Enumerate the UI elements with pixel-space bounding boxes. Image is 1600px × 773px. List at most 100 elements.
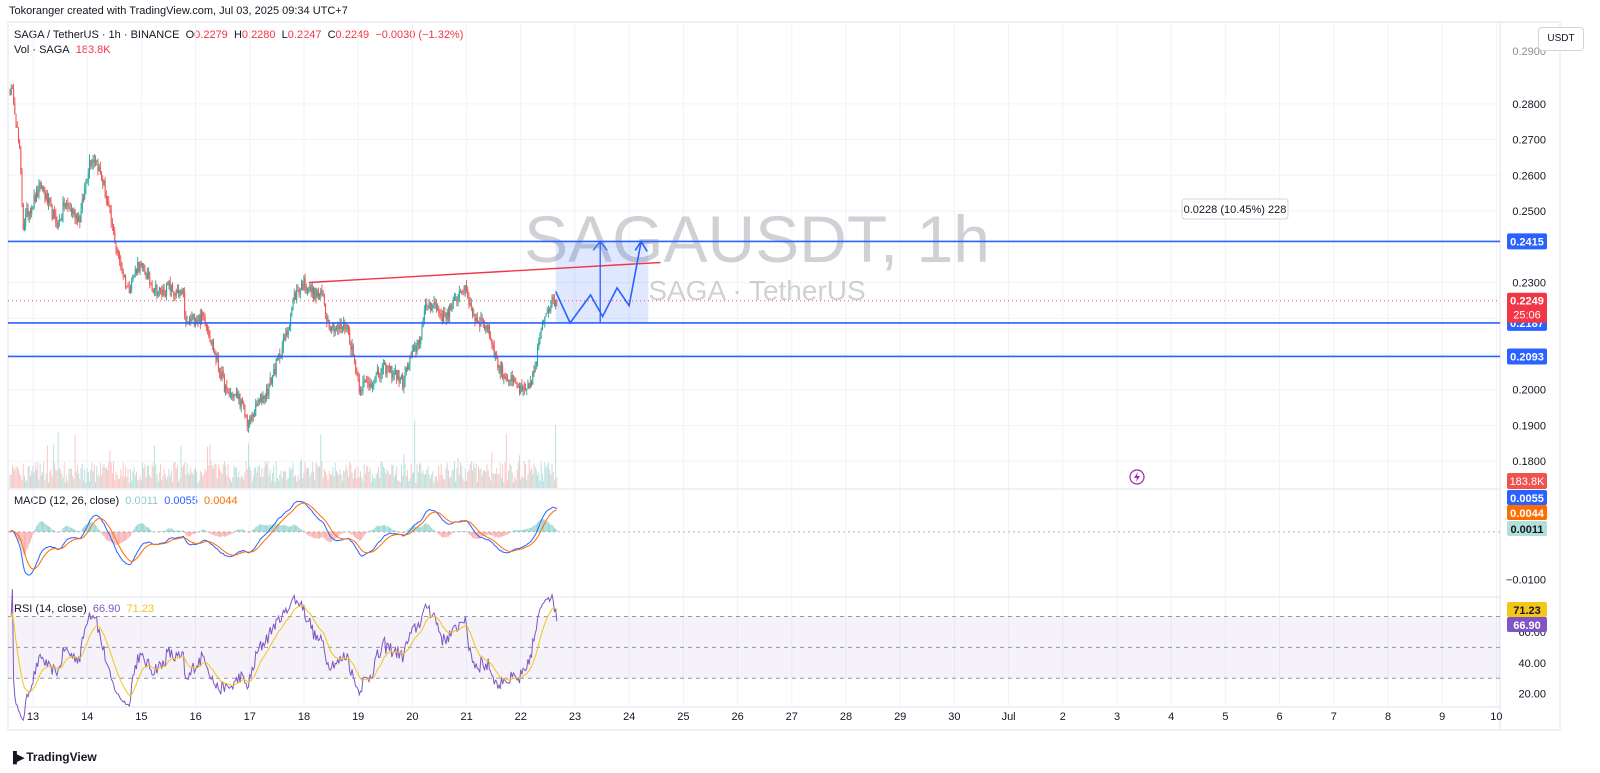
candle-body	[104, 180, 106, 197]
volume-bar	[40, 475, 42, 488]
macd-histogram-bar	[411, 526, 413, 532]
volume-bar	[343, 470, 345, 488]
macd-histogram-bar	[307, 531, 308, 535]
volume-bar	[515, 479, 517, 488]
macd-histogram-bar	[555, 528, 557, 532]
volume-bar	[150, 477, 152, 488]
volume-bar	[50, 469, 52, 488]
candle-body	[69, 208, 71, 211]
candle-body	[493, 344, 495, 357]
volume-bar	[493, 473, 495, 488]
candle-body	[522, 387, 524, 391]
macd-histogram-bar	[21, 531, 23, 550]
macd-histogram-bar	[201, 529, 202, 532]
projection-arrowhead	[634, 239, 648, 252]
volume-bar	[387, 470, 389, 488]
macd-histogram-bar	[350, 531, 352, 535]
macd-histogram-bar	[545, 520, 547, 532]
volume-bar	[291, 467, 293, 488]
candle-body	[155, 285, 157, 291]
candle-body	[326, 313, 328, 322]
volume-bar	[452, 469, 454, 488]
candle-body	[358, 378, 360, 393]
lightning-icon-glyph	[1134, 472, 1140, 482]
volume-bar	[114, 480, 116, 488]
macd-histogram-bar	[503, 531, 505, 537]
resistance-trendline	[308, 261, 661, 284]
candle-body	[456, 296, 458, 301]
volume-bar	[269, 469, 271, 488]
volume-bar	[220, 471, 222, 488]
macd-histogram-bar	[479, 531, 481, 539]
macd-histogram-bar	[470, 531, 472, 537]
volume-bar	[99, 462, 101, 488]
range-label-box	[1181, 198, 1289, 220]
rsi-legend[interactable]: RSI (14, close) 66.90 71.23	[14, 603, 154, 615]
macd-histogram-bar	[223, 531, 225, 537]
candle-body	[256, 403, 258, 406]
volume-bar	[498, 473, 500, 488]
price-axis-tick: 0.1800	[1512, 456, 1546, 468]
candle-body	[194, 322, 196, 325]
volume-bar	[13, 468, 15, 488]
macd-histogram-bar	[337, 531, 339, 537]
candle-body	[492, 343, 494, 345]
macd-histogram-bar	[431, 528, 433, 532]
volume-bar	[237, 477, 239, 488]
candle-body	[537, 348, 539, 362]
macd-histogram-bar	[490, 531, 492, 536]
symbol-legend[interactable]: SAGA / TetherUS · 1h · BINANCE O0.2279 H…	[14, 29, 463, 41]
volume-bar	[457, 458, 459, 488]
candle-body	[102, 179, 104, 185]
macd-histogram-bar	[155, 531, 157, 533]
candle-body	[497, 355, 499, 369]
macd-histogram-bar	[219, 531, 221, 537]
macd-histogram-bar	[519, 530, 520, 532]
macd-histogram-bar	[446, 531, 448, 537]
candle-body	[356, 373, 358, 375]
volume-bar	[115, 471, 117, 488]
volume-legend[interactable]: Vol · SAGA 183.8K	[14, 44, 111, 56]
macd-histogram-bar	[121, 531, 123, 543]
macd-histogram-bar	[198, 531, 200, 532]
macd-histogram-bar	[187, 531, 189, 537]
macd-histogram-bar	[309, 531, 311, 536]
candle-body	[73, 209, 75, 214]
macd-histogram-bar	[317, 531, 319, 539]
candle-body	[520, 385, 522, 393]
candle-body	[39, 182, 41, 186]
time-axis-tick: 26	[731, 711, 743, 723]
macd-histogram-bar	[497, 531, 499, 538]
macd-histogram-bar	[546, 521, 548, 532]
volume-bar	[197, 482, 199, 488]
candle-body	[346, 325, 348, 330]
macd-histogram-bar	[508, 531, 510, 534]
macd-histogram-bar	[375, 526, 377, 532]
volume-bar	[509, 463, 511, 488]
macd-histogram-bar	[523, 529, 525, 532]
currency-button[interactable]: USDT	[1538, 27, 1584, 51]
macd-signal-line	[9, 502, 557, 570]
candle-body	[151, 284, 153, 292]
volume-bar	[210, 461, 212, 488]
macd-histogram-bar	[226, 531, 228, 536]
candle-body	[284, 338, 286, 340]
macd-histogram-bar	[428, 524, 430, 532]
candle-body	[502, 365, 504, 379]
volume-bar	[32, 465, 34, 488]
time-axis-tick: 17	[244, 711, 256, 723]
macd-histogram-bar	[423, 524, 425, 532]
candle-body	[133, 274, 135, 276]
macd-histogram-bar	[61, 530, 63, 532]
macd-histogram-bar	[56, 531, 58, 533]
tradingview-logo[interactable]: ▐▶ TradingView	[9, 750, 97, 764]
macd-signal-value: 0.0044	[204, 495, 238, 507]
macd-histogram-bar	[301, 529, 302, 532]
candle-body	[525, 388, 527, 390]
candle-body	[490, 335, 492, 339]
macd-line-value: 0.0055	[164, 495, 198, 507]
time-axis-tick: 29	[894, 711, 906, 723]
macd-histogram-bar	[422, 525, 424, 532]
volume-bar	[151, 462, 153, 488]
